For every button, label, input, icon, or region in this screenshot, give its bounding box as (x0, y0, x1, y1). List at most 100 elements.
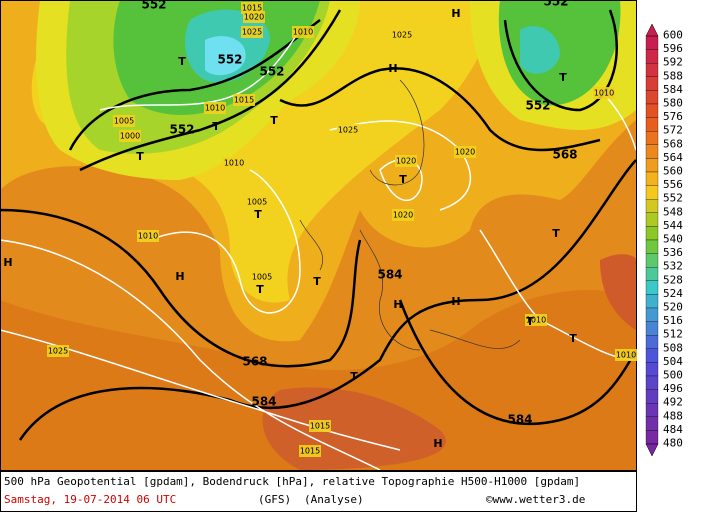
colorbar-segment (645, 294, 659, 309)
colorbar-label: 496 (663, 382, 683, 395)
pressure-center: T (569, 332, 577, 345)
isobar-label-bg (525, 314, 547, 326)
colorbar-segment (645, 185, 659, 200)
isobar-label: 1025 (338, 126, 358, 135)
isobar-label: 1010 (138, 232, 158, 241)
colorbar-label: 480 (663, 437, 683, 450)
height-label: 552 (141, 0, 166, 12)
isobar-label: 1010 (616, 351, 636, 360)
colorbar-label: 540 (663, 233, 683, 246)
pressure-center: T (313, 275, 321, 288)
isobar-label: 1015 (242, 4, 262, 13)
colorbar-segment (645, 239, 659, 254)
colorbar-segment (645, 389, 659, 404)
caption-border (0, 471, 637, 512)
height-label: 552 (543, 0, 568, 9)
map-field (0, 0, 636, 470)
isobar-label-bg (337, 124, 359, 136)
pressure-center: T (212, 120, 220, 133)
isobar-label-bg (593, 87, 615, 99)
colorbar-segment (645, 362, 659, 377)
colorbar-label: 536 (663, 246, 683, 259)
pressure-center: T (526, 315, 534, 328)
colorbar-label: 580 (663, 97, 683, 110)
colorbar-label: 576 (663, 110, 683, 123)
pressure-center: H (451, 295, 460, 308)
colorbar-label: 544 (663, 219, 683, 232)
isobar-label-bg (392, 209, 414, 221)
pressure-center: H (388, 62, 397, 75)
isobar-label: 1010 (594, 89, 614, 98)
colorbar-label: 524 (663, 287, 683, 300)
isobar-label-bg (241, 26, 263, 38)
colorbar-segment (645, 307, 659, 322)
isobar-label-bg (391, 29, 413, 41)
colorbar-segment (645, 158, 659, 173)
colorbar-label: 520 (663, 301, 683, 314)
colorbar-label: 484 (663, 423, 683, 436)
colorbar-segment (645, 212, 659, 227)
isobar-label: 1020 (455, 148, 475, 157)
pressure-center: H (393, 298, 402, 311)
pressure-center: H (175, 270, 184, 283)
caption-model: (GFS) (258, 493, 291, 506)
isobar-label: 1005 (114, 117, 134, 126)
pressure-center: T (552, 227, 560, 240)
colorbar-segment (645, 171, 659, 186)
isobar-label: 1010 (293, 28, 313, 37)
pressure-center: T (256, 283, 264, 296)
isobar-label: 1005 (247, 198, 267, 207)
colorbar-segment (645, 63, 659, 77)
colorbar-segment (645, 348, 659, 363)
colorbar-label: 504 (663, 355, 683, 368)
colorbar-label: 488 (663, 409, 683, 422)
colorbar-segment (645, 430, 659, 445)
colorbar-label: 592 (663, 56, 683, 69)
isobar-label-bg (615, 349, 637, 361)
colorbar-label: 560 (663, 165, 683, 178)
height-label: 552 (525, 99, 550, 113)
pressure-center: T (136, 150, 144, 163)
isobar-label: 1020 (393, 211, 413, 220)
colorbar-label: 492 (663, 396, 683, 409)
colorbar-segment (645, 103, 659, 118)
caption-run: (Analyse) (304, 493, 364, 506)
caption-source: ©www.wetter3.de (486, 493, 585, 506)
isobar-label: 1010 (205, 104, 225, 113)
isobar-label-bg (223, 157, 245, 169)
isobar-label: 1020 (396, 157, 416, 166)
isobar-label: 1010 (526, 316, 546, 325)
colorbar-segment (645, 144, 659, 159)
colorbar-segment (645, 199, 659, 213)
isobar-label: 1005 (252, 273, 272, 282)
colorbar-label: 584 (663, 83, 683, 96)
isobar-label-bg (137, 230, 159, 242)
colorbar-segment (645, 416, 659, 431)
isobar-label-bg (454, 146, 476, 158)
pressure-center: T (178, 55, 186, 68)
isobar-label: 1015 (300, 447, 320, 456)
colorbar-segment (645, 117, 659, 132)
colorbar-label: 552 (663, 192, 683, 205)
caption-title: 500 hPa Geopotential [gpdam], Bodendruck… (4, 475, 580, 488)
height-label: 584 (377, 268, 402, 282)
colorbar-segment (645, 35, 659, 50)
height-label: 568 (242, 355, 267, 369)
colorbar-label: 512 (663, 328, 683, 341)
height-label: 552 (169, 123, 194, 137)
isobar-label-bg (246, 196, 268, 208)
colorbar-arrow-top (645, 23, 659, 37)
height-label: 552 (217, 53, 242, 67)
colorbar-segment (645, 280, 659, 295)
pressure-center: T (350, 370, 358, 383)
isobar-label-bg (119, 130, 141, 142)
isobar-label-bg (251, 271, 273, 283)
colorbar-segment (645, 226, 659, 241)
map-border (0, 0, 637, 471)
height-label: 584 (507, 413, 532, 427)
height-label: 552 (259, 65, 284, 79)
caption-date: Samstag, 19-07-2014 06 UTC (4, 493, 176, 506)
colorbar-label: 532 (663, 260, 683, 273)
